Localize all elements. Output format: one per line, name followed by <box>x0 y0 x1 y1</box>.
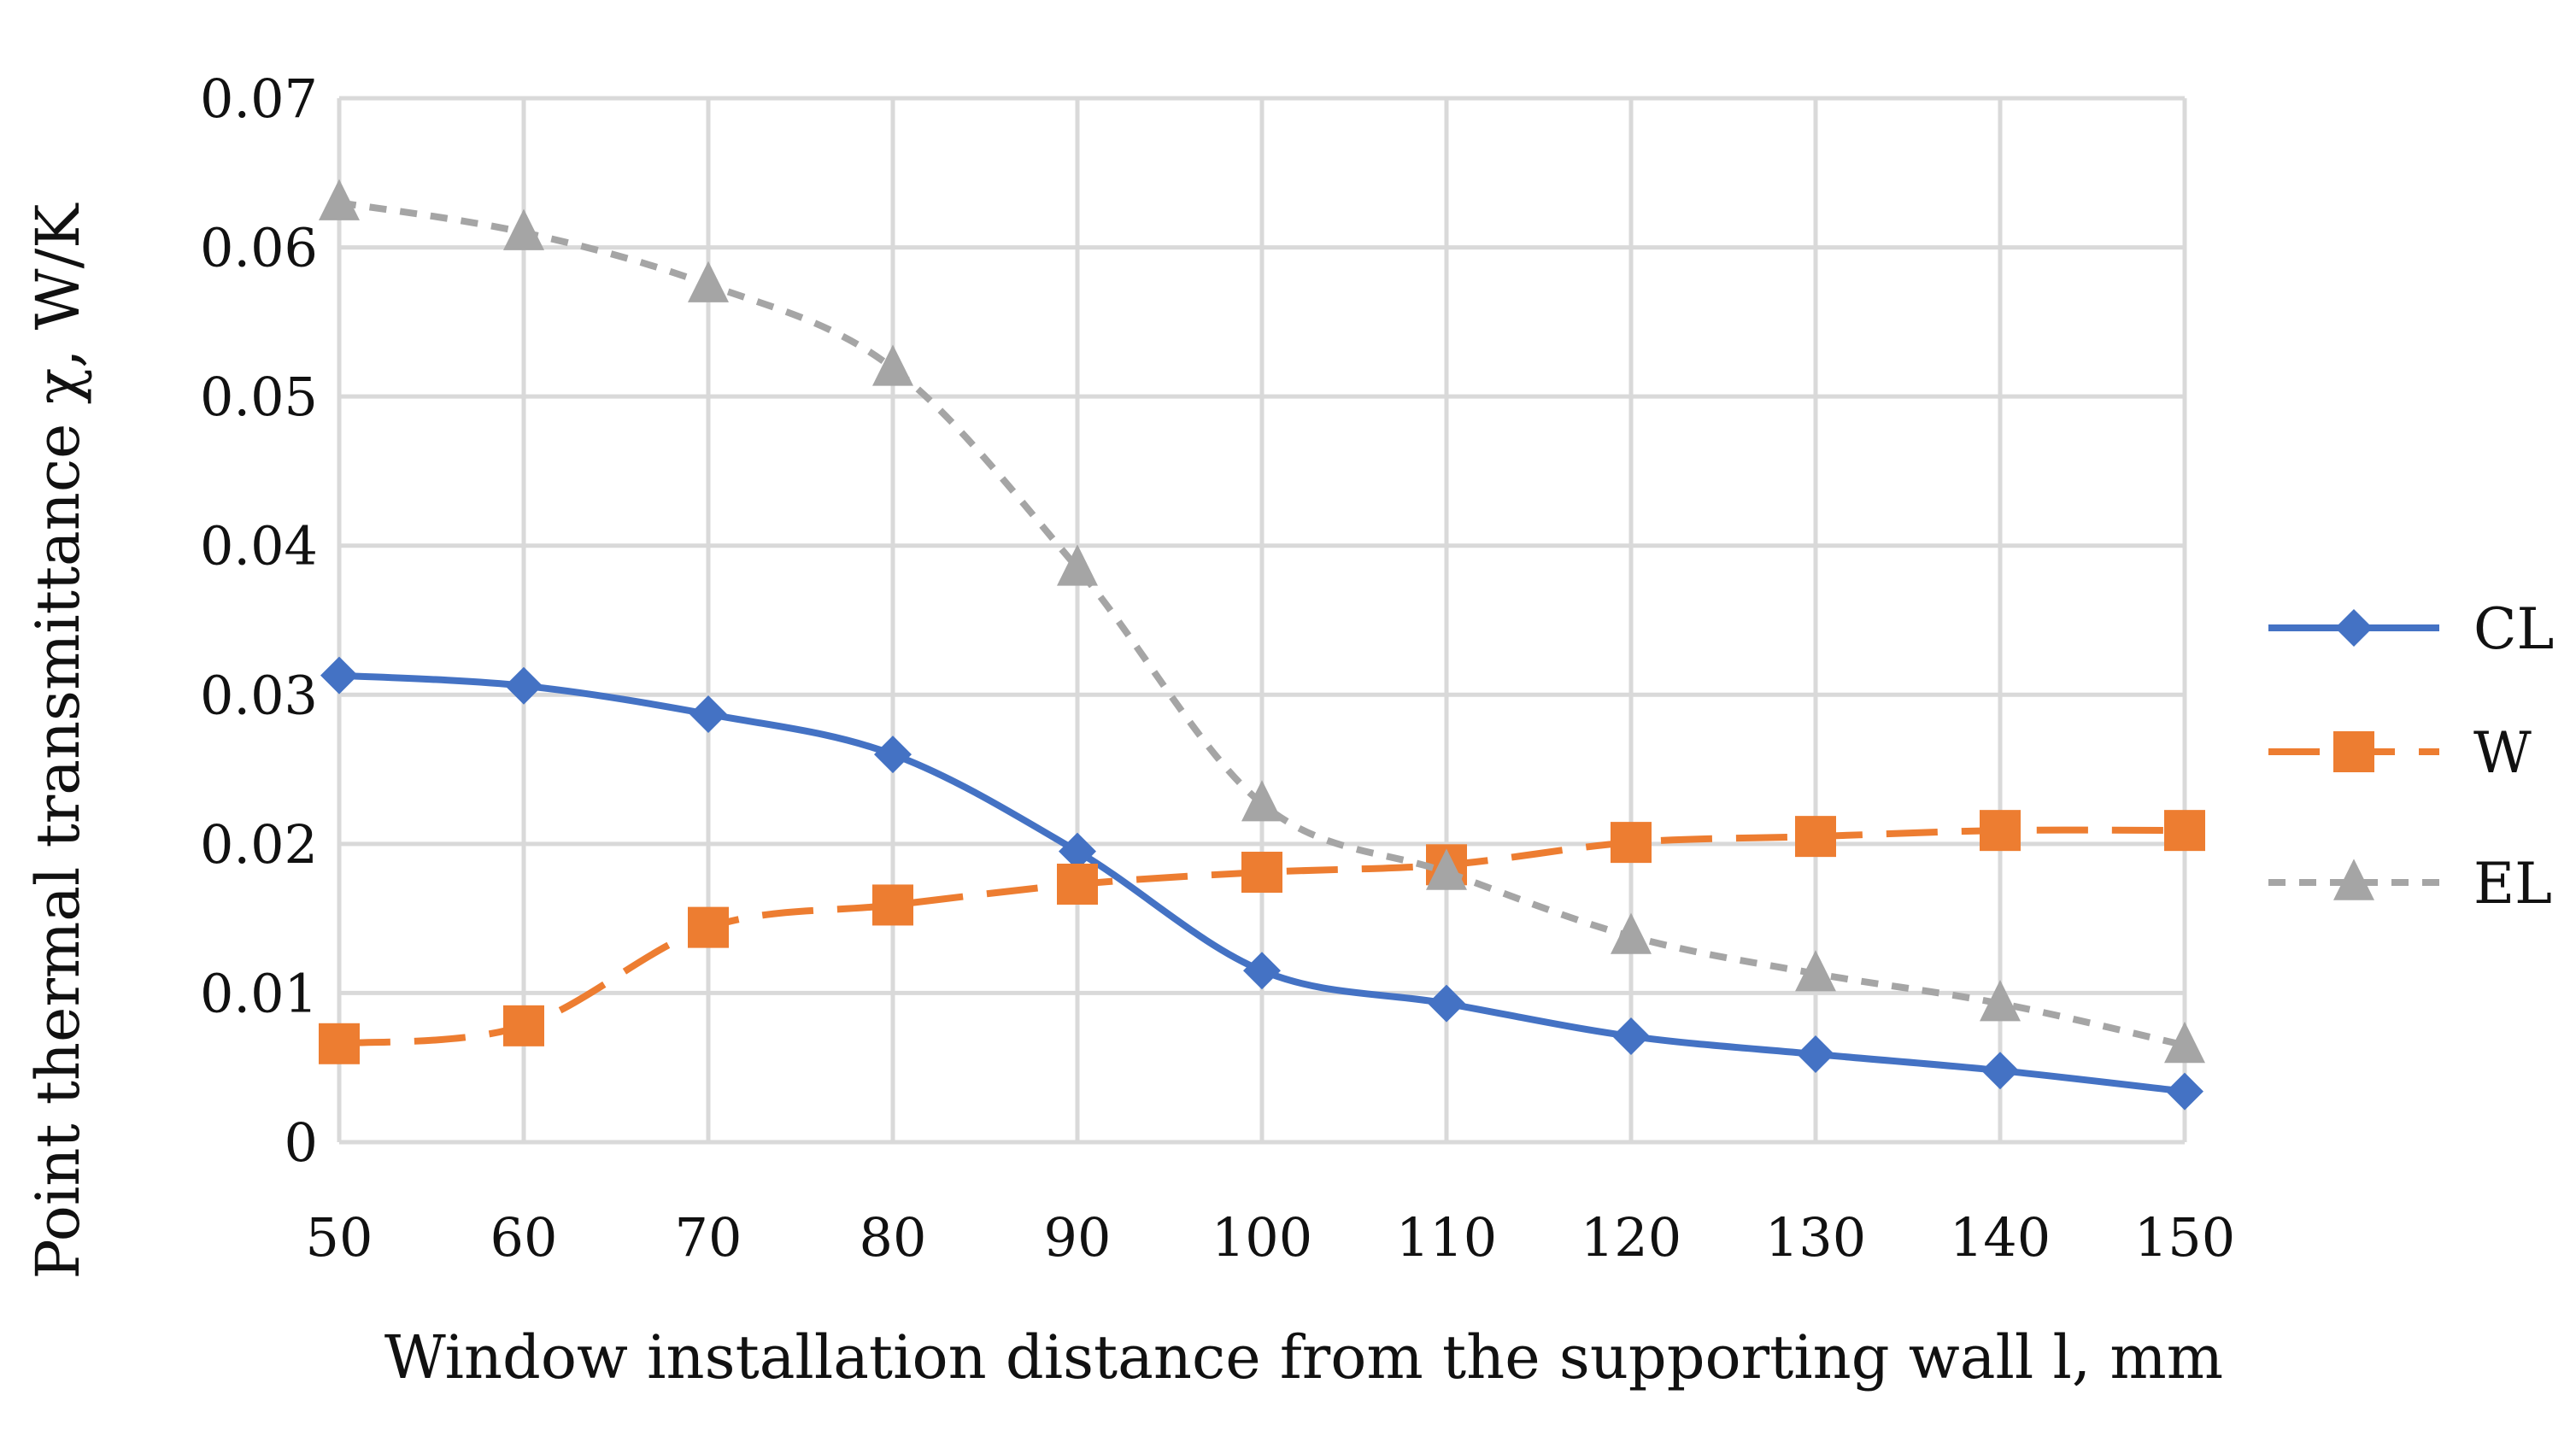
series-el-triangle-marker <box>872 344 913 386</box>
series-cl-diamond-marker <box>1981 1052 2019 1090</box>
series-cl-diamond-marker <box>2166 1072 2203 1111</box>
series-w-square-marker <box>872 884 913 926</box>
series-cl-diamond-marker <box>1059 832 1096 870</box>
legend-square-marker <box>2333 731 2374 772</box>
series-cl-diamond-marker <box>505 666 543 705</box>
series-el-triangle-marker <box>503 208 544 250</box>
series-cl-diamond-marker <box>1797 1035 1834 1074</box>
legend-diamond-marker <box>2335 609 2373 647</box>
series-el-triangle-marker <box>1611 912 1652 954</box>
series-cl-diamond-marker <box>689 695 727 733</box>
series-el-triangle-marker <box>319 179 360 220</box>
y-tick-label: 0.06 <box>200 217 318 279</box>
y-axis-title: Point thermal transmittance χ, W/K <box>23 202 93 1280</box>
series-lines <box>319 179 2205 1111</box>
series-w-square-marker <box>1057 863 1098 905</box>
y-tick-label: 0.04 <box>200 515 318 577</box>
x-tick-label: 110 <box>1396 1206 1497 1269</box>
series-cl-diamond-marker <box>1243 952 1281 990</box>
series-el-triangle-marker <box>1980 980 2021 1022</box>
y-tick-label: 0.07 <box>200 67 318 130</box>
series-cl <box>320 656 2203 1111</box>
legend-item-w: W <box>2268 720 2532 786</box>
legend-item-el: EL <box>2268 851 2552 917</box>
legend-label: CL <box>2473 596 2554 662</box>
series-w-square-marker <box>2164 810 2205 852</box>
legend-label: W <box>2473 720 2532 786</box>
series-w-square-marker <box>1795 816 1836 858</box>
x-tick-label: 70 <box>675 1206 742 1269</box>
series-w-square-marker <box>688 906 729 948</box>
x-tick-label: 80 <box>860 1206 927 1269</box>
legend-triangle-marker <box>2333 859 2374 900</box>
x-tick-label: 120 <box>1581 1206 1681 1269</box>
series-el-triangle-marker <box>1057 544 1098 586</box>
x-tick-label: 50 <box>306 1206 373 1269</box>
series-cl-diamond-marker <box>1612 1017 1650 1056</box>
y-tick-label: 0 <box>285 1111 318 1174</box>
series-cl-diamond-marker <box>874 736 912 774</box>
x-axis-title: Window installation distance from the su… <box>384 1322 2223 1392</box>
series-w-square-marker <box>503 1005 544 1046</box>
series-cl-diamond-marker <box>320 656 358 695</box>
series-w <box>319 810 2205 1064</box>
x-tick-label: 150 <box>2134 1206 2235 1269</box>
legend: CL W EL <box>2268 596 2554 917</box>
y-tick-label: 0.03 <box>200 664 318 726</box>
legend-item-cl: CL <box>2268 596 2554 662</box>
y-tick-label: 0.05 <box>200 366 318 428</box>
y-axis-tick-labels: 0 0.01 0.02 0.03 0.04 0.05 0.06 0.07 <box>200 67 318 1174</box>
series-el-triangle-marker <box>1241 780 1282 822</box>
series-w-square-marker <box>1611 822 1652 864</box>
series-el-triangle-marker <box>1426 848 1467 890</box>
series-el-triangle-marker <box>1795 950 1836 992</box>
legend-label: EL <box>2473 851 2552 917</box>
series-w-square-marker <box>1980 810 2021 852</box>
series-cl-diamond-marker <box>1428 984 1465 1023</box>
series-el-triangle-marker <box>688 261 729 302</box>
x-tick-label: 100 <box>1212 1206 1312 1269</box>
series-el <box>319 179 2205 1064</box>
x-tick-label: 60 <box>490 1206 558 1269</box>
x-tick-label: 130 <box>1765 1206 1866 1269</box>
x-axis-tick-labels: 50 60 70 80 90 100 110 120 130 140 150 <box>306 1206 2236 1269</box>
x-tick-label: 140 <box>1950 1206 2051 1269</box>
y-tick-label: 0.01 <box>200 962 318 1024</box>
x-tick-label: 90 <box>1044 1206 1112 1269</box>
series-w-square-marker <box>1241 852 1282 894</box>
series-el-line <box>338 199 2186 1049</box>
series-w-square-marker <box>319 1023 360 1064</box>
y-tick-label: 0.02 <box>200 813 318 876</box>
series-el-triangle-marker <box>2164 1021 2205 1064</box>
